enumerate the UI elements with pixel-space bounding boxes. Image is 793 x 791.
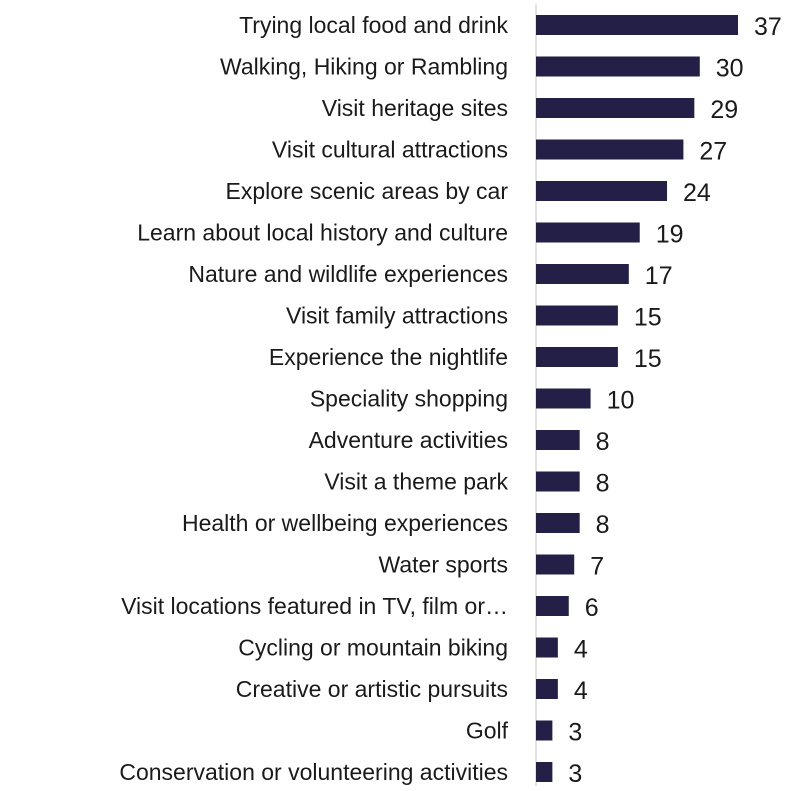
value-label: 7 xyxy=(590,553,604,581)
value-label: 8 xyxy=(596,428,610,456)
category-label: Visit heritage sites xyxy=(322,95,508,121)
category-label: Visit locations featured in TV, film or… xyxy=(121,593,508,619)
value-label: 30 xyxy=(716,55,744,83)
category-label: Visit a theme park xyxy=(324,469,508,495)
bar xyxy=(536,181,668,201)
value-label: 3 xyxy=(568,719,582,747)
bar xyxy=(536,554,575,575)
bar xyxy=(536,305,618,326)
value-label: 24 xyxy=(683,179,711,207)
category-label: Creative or artistic pursuits xyxy=(236,676,508,702)
bar xyxy=(536,388,591,409)
bars-layer xyxy=(536,15,738,782)
value-label: 15 xyxy=(634,345,662,373)
bar xyxy=(536,56,700,77)
category-label: Health or wellbeing experiences xyxy=(182,510,508,536)
category-label: Walking, Hiking or Rambling xyxy=(220,54,508,80)
category-label: Visit family attractions xyxy=(286,303,508,329)
value-label: 10 xyxy=(607,387,635,415)
category-labels: Trying local food and drink Walking, Hiki… xyxy=(119,12,508,785)
value-label: 6 xyxy=(585,594,599,622)
category-label: Trying local food and drink xyxy=(239,12,508,38)
category-label: Visit cultural attractions xyxy=(272,137,508,163)
bar xyxy=(536,720,553,741)
bar xyxy=(536,430,580,450)
category-label: Speciality shopping xyxy=(310,386,508,412)
bar xyxy=(536,222,640,243)
bar xyxy=(536,513,580,533)
value-label: 37 xyxy=(754,13,782,41)
bar xyxy=(536,471,580,492)
category-label: Golf xyxy=(466,718,509,744)
value-label: 8 xyxy=(596,511,610,539)
value-label: 8 xyxy=(596,470,610,498)
category-label: Cycling or mountain biking xyxy=(238,635,508,661)
category-label: Nature and wildlife experiences xyxy=(188,261,508,287)
bar xyxy=(536,762,553,782)
bar xyxy=(536,264,629,284)
value-label: 4 xyxy=(574,636,588,664)
category-label: Adventure activities xyxy=(309,427,508,453)
value-label: 19 xyxy=(656,221,684,249)
bar xyxy=(536,347,618,367)
value-label: 15 xyxy=(634,304,662,332)
bar xyxy=(536,139,684,160)
bar xyxy=(536,15,738,35)
category-label: Experience the nightlife xyxy=(269,344,508,370)
bar xyxy=(536,637,558,658)
category-label: Learn about local history and culture xyxy=(137,220,508,246)
value-label: 3 xyxy=(568,760,582,786)
value-labels: 37 30 29 27 24 19 17 15 15 10 8 8 8 7 6 4 4 3 3 xyxy=(568,13,782,788)
bar xyxy=(536,98,695,118)
value-label: 27 xyxy=(699,138,727,166)
bar xyxy=(536,596,569,616)
category-label: Explore scenic areas by car xyxy=(225,178,508,204)
category-label: Water sports xyxy=(378,552,508,578)
value-label: 29 xyxy=(710,96,738,124)
value-label: 4 xyxy=(574,677,588,705)
value-label: 17 xyxy=(645,262,673,290)
category-label: Conservation or volunteering activities xyxy=(119,759,508,785)
bar xyxy=(536,679,558,699)
